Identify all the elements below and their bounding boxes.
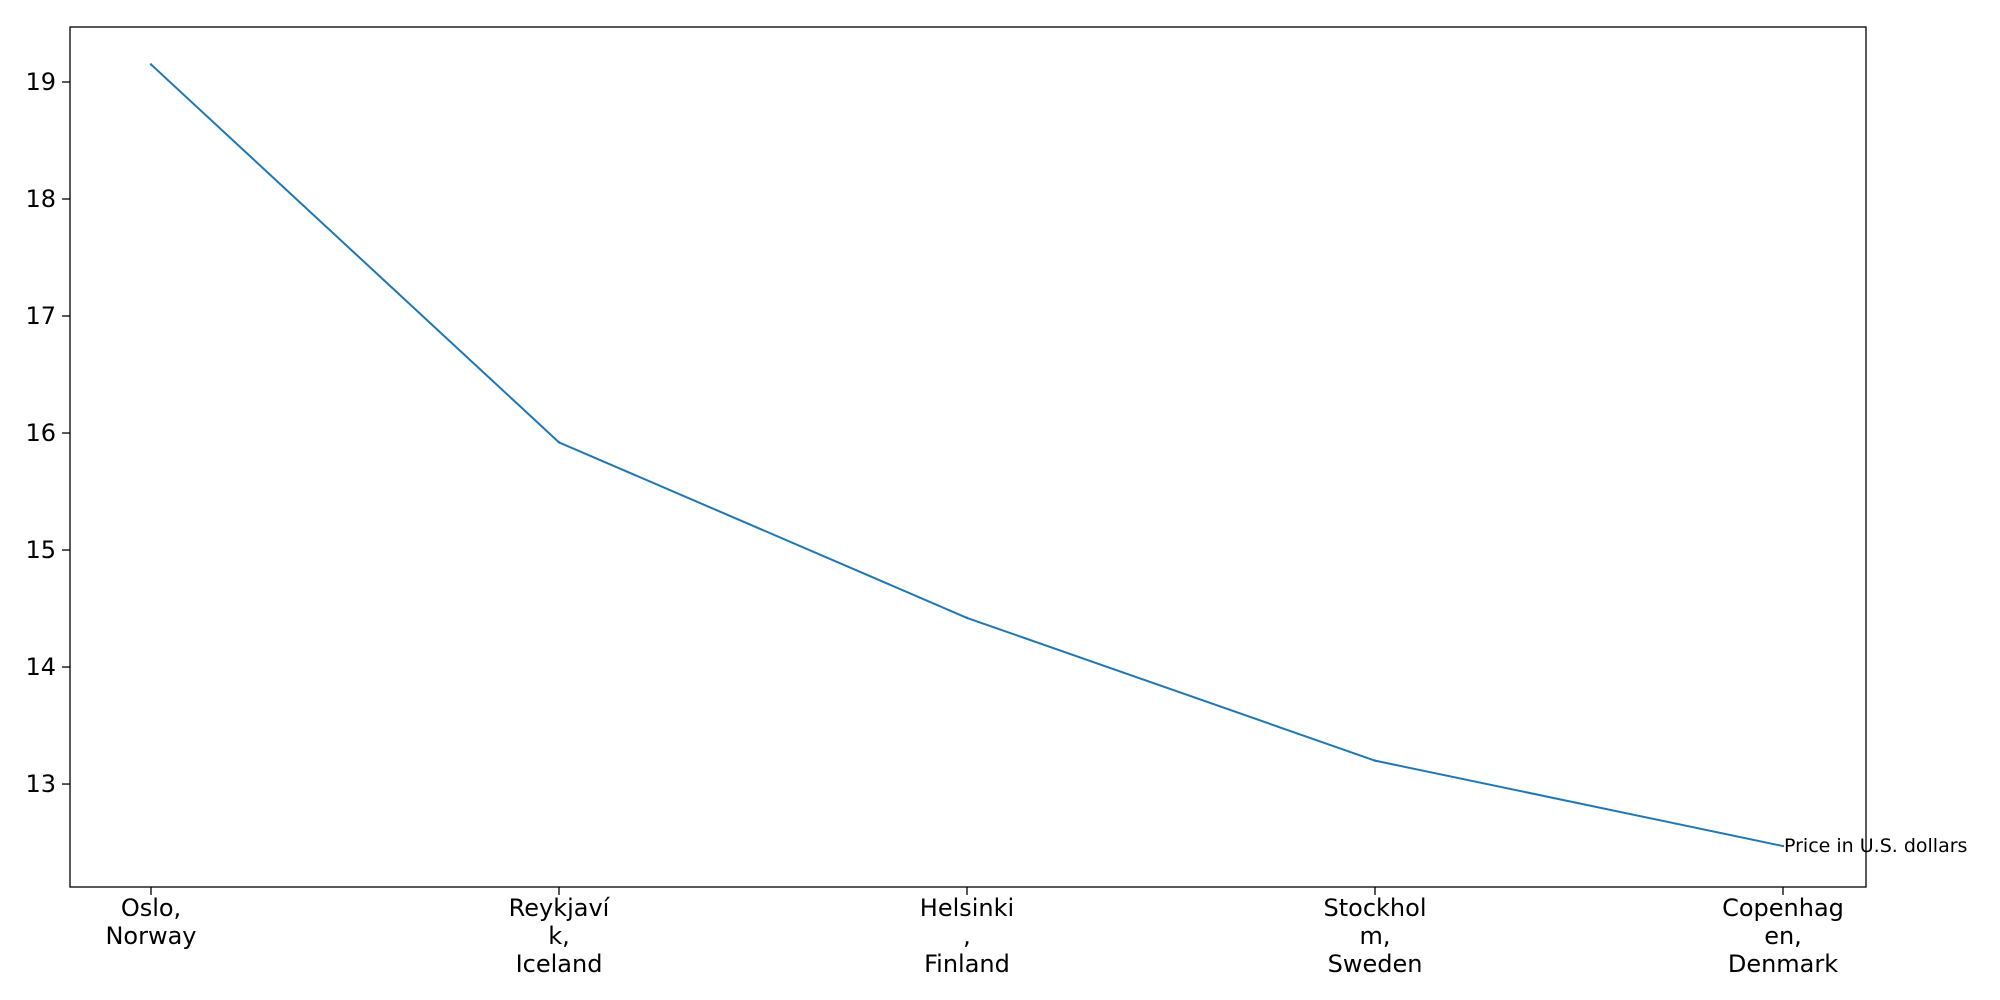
data-point — [965, 616, 969, 620]
y-axis: 13 14 15 16 17 18 19 — [25, 68, 70, 798]
x-tick-label-line: Denmark — [1728, 950, 1838, 978]
y-tick-label: 15 — [25, 536, 56, 564]
x-axis: Oslo, Norway Reykjaví k, Iceland Helsinki, Fin… — [105, 887, 1844, 978]
x-tick-label: Reykjaví k, Iceland — [509, 894, 611, 978]
x-tick-label: Stockhol m, Sweden — [1324, 894, 1427, 978]
data-point — [1781, 844, 1785, 848]
y-tick-label: 16 — [25, 419, 56, 447]
x-tick-label-line: Sweden — [1328, 950, 1423, 978]
y-tick-label: 19 — [25, 68, 56, 96]
data-point — [557, 441, 561, 444]
data-point — [149, 63, 153, 66]
x-tick-label-line: Helsinki — [920, 894, 1014, 922]
x-tick-label-line: Finland — [924, 950, 1010, 978]
x-tick-label-line: Oslo, — [121, 894, 181, 922]
series-layer — [149, 63, 1785, 848]
x-tick-label-line: Copenhag — [1722, 894, 1844, 922]
x-tick-label-line: en, — [1764, 922, 1802, 950]
x-tick-label-line: Reykjaví — [509, 894, 611, 922]
x-tick-label: Helsinki, Finland — [920, 894, 1014, 978]
y-tick-label: 17 — [25, 302, 56, 330]
y-tick-label: 14 — [25, 653, 56, 681]
x-tick-label-line: Stockhol — [1324, 894, 1427, 922]
x-tick-label: Oslo, Norway — [105, 894, 196, 950]
y-tick-label: 18 — [25, 185, 56, 213]
x-tick-label-line: Norway — [105, 922, 196, 950]
plot-area — [69, 26, 1867, 888]
x-tick-label-line: k, — [548, 922, 570, 950]
data-point — [1373, 759, 1377, 762]
x-tick-label-line: Iceland — [516, 950, 603, 978]
x-tick-label-line: , — [963, 922, 971, 950]
x-tick-label-line: m, — [1359, 922, 1390, 950]
x-tick-label: Copenhag en, Denmark — [1722, 894, 1844, 978]
y-tick-label: 13 — [25, 770, 56, 798]
line-annotation: Price in U.S. dollars — [1784, 835, 1967, 857]
